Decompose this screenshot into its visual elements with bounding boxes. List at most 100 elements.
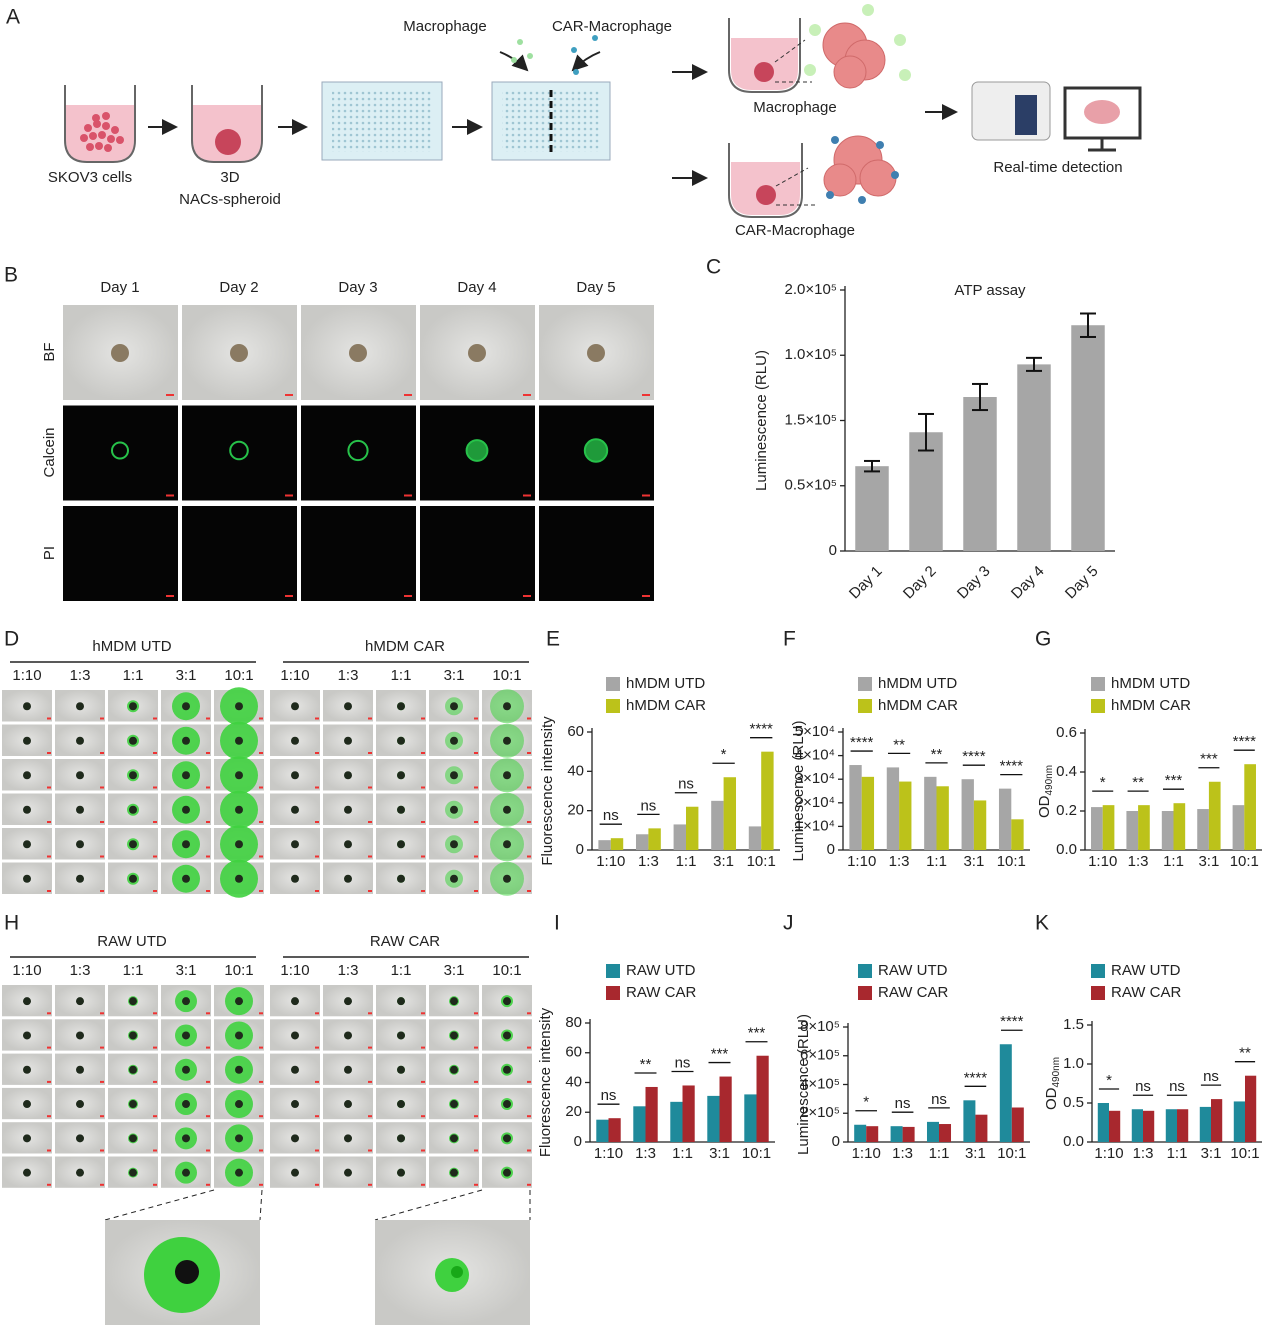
scale-bar xyxy=(474,1183,478,1186)
panel-letter: K xyxy=(1035,912,1049,935)
label: NACs-spheroid xyxy=(179,191,281,208)
bar xyxy=(963,397,997,551)
bar xyxy=(686,806,699,850)
spheroid xyxy=(347,439,369,462)
spheroid xyxy=(397,1065,405,1074)
spheroid xyxy=(397,1031,405,1040)
scale-bar xyxy=(527,786,531,789)
y-tick-label: 20 xyxy=(567,802,584,819)
y-axis-label-sub: 490nm xyxy=(1051,1057,1062,1088)
legend-swatch xyxy=(1091,964,1105,978)
bar xyxy=(1177,1109,1189,1142)
x-tick-label: 1:10 xyxy=(852,1145,881,1162)
significance-label: ns xyxy=(931,1091,947,1108)
row-label: BF xyxy=(41,342,58,361)
bar xyxy=(998,788,1012,850)
bar xyxy=(1197,809,1209,850)
scale-bar xyxy=(315,855,319,858)
y-tick-label: 60 xyxy=(567,723,584,740)
bar xyxy=(670,1101,683,1142)
image xyxy=(1084,100,1120,124)
y-axis-label: Luminescence (RLU) xyxy=(795,1014,812,1155)
scale-bar xyxy=(523,394,531,396)
spheroid xyxy=(23,1168,31,1177)
x-tick-label: Day 4 xyxy=(1008,563,1048,603)
micrograph xyxy=(63,506,178,601)
panel-letter: D xyxy=(4,628,19,651)
scale-bar xyxy=(153,1012,157,1015)
scale-bar xyxy=(166,595,174,597)
y-tick-label: 60 xyxy=(565,1044,582,1061)
scale-bar xyxy=(47,752,51,754)
legend-swatch xyxy=(606,699,620,713)
label: Macrophage xyxy=(753,99,836,116)
scale-bar xyxy=(166,394,174,396)
scale-bar xyxy=(315,1183,319,1186)
bar xyxy=(973,800,987,850)
column-label: Day 2 xyxy=(219,279,258,296)
scale-bar xyxy=(100,1046,104,1049)
spheroid xyxy=(76,702,84,711)
scale-bar xyxy=(642,394,650,396)
spheroid xyxy=(229,440,249,461)
bar xyxy=(849,765,862,850)
x-tick-label: 1:1 xyxy=(1167,1145,1188,1162)
spheroid xyxy=(397,736,405,745)
scale-bar xyxy=(527,1183,531,1186)
y-axis-label-text: Fluorescence intensity xyxy=(539,716,556,866)
x-tick-label: Day 2 xyxy=(900,563,940,603)
micrograph xyxy=(301,405,416,501)
spheroid xyxy=(344,1168,352,1177)
scale-bar xyxy=(259,821,263,823)
micrograph xyxy=(182,506,297,601)
significance-label: **** xyxy=(750,721,774,738)
ratio-label: 10:1 xyxy=(224,667,253,684)
bar xyxy=(961,779,974,850)
spheroid xyxy=(291,1134,299,1143)
x-tick-label: 1:3 xyxy=(1128,853,1149,870)
spheroid xyxy=(23,702,31,711)
y-tick-label: 0.5 xyxy=(1063,1094,1084,1111)
micrograph xyxy=(63,405,178,501)
x-tick-label: 1:3 xyxy=(635,1145,656,1162)
ratio-label: 1:10 xyxy=(280,962,309,979)
scale-bar xyxy=(642,494,650,497)
significance-label: ns xyxy=(1135,1078,1151,1095)
x-tick-label: 10:1 xyxy=(1230,853,1259,870)
y-tick-label: 0.5×10⁵ xyxy=(784,477,837,494)
spheroid xyxy=(291,997,299,1006)
scale-bar xyxy=(259,1149,263,1152)
ratio-label: 1:3 xyxy=(338,962,359,979)
y-tick-label: 20 xyxy=(565,1103,582,1120)
significance-label: *** xyxy=(1165,772,1183,789)
spheroid xyxy=(344,805,352,814)
scale-bar xyxy=(100,1183,104,1186)
spheroid xyxy=(344,771,352,780)
scale-bar xyxy=(527,821,531,823)
spheroid xyxy=(76,736,84,745)
x-tick-label: 1:10 xyxy=(596,853,625,870)
scale-bar xyxy=(474,1046,478,1049)
spheroid xyxy=(450,1168,458,1177)
scale-bar xyxy=(259,1115,263,1118)
spheroid xyxy=(465,439,489,462)
spheroid xyxy=(397,771,405,780)
spheroid xyxy=(450,1134,458,1143)
legend-label: RAW CAR xyxy=(626,984,696,1001)
significance-label: * xyxy=(1106,1072,1112,1089)
bar xyxy=(1097,1103,1109,1142)
y-axis-label: OD490nm xyxy=(1043,1057,1062,1110)
spheroid xyxy=(397,997,405,1006)
spheroid xyxy=(23,874,31,883)
bar xyxy=(855,466,889,551)
legend-label: RAW UTD xyxy=(626,962,696,979)
x-tick-label: 3:1 xyxy=(1198,853,1219,870)
micrograph xyxy=(420,506,535,601)
bar xyxy=(723,777,737,850)
spheroid xyxy=(182,771,190,780)
spheroid xyxy=(397,702,405,711)
scale-bar xyxy=(153,717,157,720)
scale-bar xyxy=(315,1080,319,1083)
scale-bar xyxy=(100,786,104,789)
y-tick-label: 40 xyxy=(565,1073,582,1090)
